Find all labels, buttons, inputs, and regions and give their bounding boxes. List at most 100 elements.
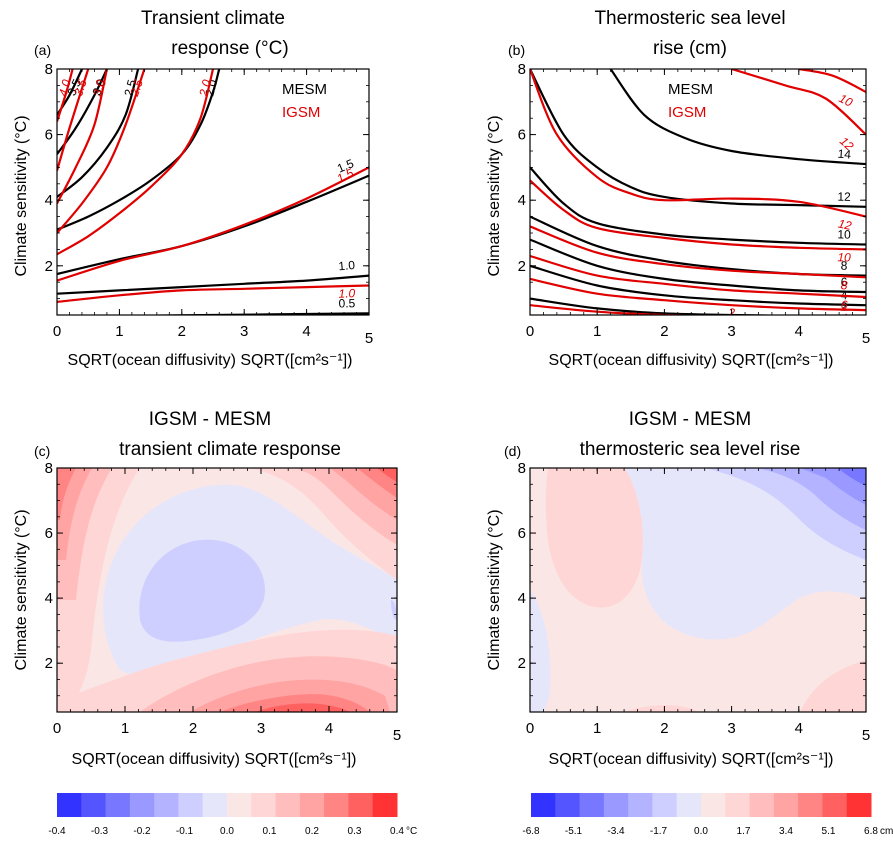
panel-b-ylabel: Climate sensitivity (°C)	[486, 115, 503, 276]
colorbar-d-swatch-9	[749, 793, 775, 817]
colorbar-c-swatch-9	[275, 793, 301, 817]
contour-label-a-igsm-3-4: 3.0	[90, 78, 107, 98]
x-tick-label-d-0: 0	[526, 720, 534, 737]
contour-b-igsm-12-6	[731, 69, 866, 136]
contour-a-mesm-1-1	[57, 274, 369, 295]
colorbar-d-swatch-10	[773, 793, 799, 817]
heatmap-c-band-right-blue	[391, 600, 397, 620]
y-tick-label-a-0: 2	[45, 258, 53, 275]
panel-a-plot-area: 0.51.01.52.02.53.03.51.01.52.02.53.03.54…	[57, 69, 369, 315]
heatmap-d-band-blue-bl	[530, 590, 551, 712]
colorbar-c-tick-5: 0.1	[263, 826, 277, 837]
colorbar-d-swatch-13	[846, 793, 872, 817]
panel-b-title-line1: Thermosteric sea level	[594, 8, 785, 29]
heatmap-d-band-blue-4	[800, 468, 866, 505]
panel-a-title-line2: response (°C)	[171, 38, 288, 59]
colorbar-d-swatch-7	[701, 793, 726, 817]
x-tick-label-a-4: 4	[302, 323, 310, 340]
y-tick-label-c-2: 6	[45, 525, 53, 542]
x-tick-label-a-0: 0	[53, 323, 61, 340]
x-tick-label-b-4: 4	[795, 323, 803, 340]
panel-d: IGSM - MESM thermosteric sea level rise …	[486, 409, 893, 837]
x-tick-label-d-1: 1	[593, 720, 601, 737]
contour-label-b-igsm-10-7: 10	[837, 91, 855, 110]
contour-label-b-igsm-12-5: 12	[837, 216, 853, 233]
contour-a-igsm-3.5-5	[57, 69, 90, 172]
legend-igsm-b: IGSM	[668, 104, 706, 121]
y-tick-label-a-1: 4	[45, 192, 53, 209]
y-tick-label-d-1: 4	[518, 590, 526, 607]
colorbar-c-tick-0: -0.4	[48, 826, 66, 837]
panel-a: Transient climate response (°C) (a) 0.51…	[13, 8, 373, 369]
contour-label-b-igsm-10-4: 10	[837, 250, 851, 264]
contour-b-igsm-4-1	[530, 277, 866, 312]
colorbar-d-swatch-12	[822, 793, 848, 817]
colorbar-c-swatch-7	[227, 793, 252, 817]
x-tick-label-b-1: 1	[593, 323, 601, 340]
panel-b-xlabel: SQRT(ocean diffusivity) SQRT([cm²s⁻¹])	[549, 352, 834, 369]
contour-b-igsm-10-4	[530, 179, 866, 251]
colorbar-d-tick-5: 1.7	[737, 826, 751, 837]
panel-c-frame	[56, 467, 398, 713]
colorbar-d-swatch-6	[676, 793, 702, 817]
contour-a-mesm-0.5-0	[107, 312, 369, 315]
contour-a-mesm-2.5-4	[57, 69, 140, 198]
x-tick-label-a-5: 5	[365, 330, 373, 347]
y-tick-label-d-3: 8	[518, 460, 526, 477]
contour-label-b-mesm-14-6: 14	[837, 147, 852, 162]
heatmap-c-band-blue-2	[139, 539, 265, 642]
colorbar-d-swatch-5	[652, 793, 678, 817]
colorbar-c-swatch-11	[324, 793, 349, 817]
colorbar-c-unit: °C	[406, 826, 417, 837]
colorbar-d-swatch-4	[628, 793, 653, 817]
x-tick-label-c-1: 1	[121, 720, 129, 737]
colorbar-c-swatch-2	[105, 793, 131, 817]
panel-c-ylabel: Climate sensitivity (°C)	[13, 509, 30, 670]
colorbar-d-swatch-2	[579, 793, 605, 817]
colorbar-d-tick-8: 6.8	[864, 826, 878, 837]
heatmap-d-band-blue-5	[838, 468, 866, 486]
colorbar-c-swatch-6	[202, 793, 228, 817]
panel-a-frame	[56, 68, 370, 316]
y-tick-label-b-2: 6	[518, 127, 526, 144]
x-tick-label-b-2: 2	[660, 323, 668, 340]
colorbar-d-swatch-8	[725, 793, 751, 817]
colorbar-c-swatch-10	[299, 793, 325, 817]
x-tick-label-d-4: 4	[795, 720, 803, 737]
contour-label-b-mesm-8-3: 8	[841, 259, 848, 273]
contour-a-igsm-1.5-1	[57, 166, 369, 282]
y-tick-label-d-0: 2	[518, 655, 526, 672]
panel-b-title-line2: rise (cm)	[653, 38, 727, 59]
colorbar-c-tick-4: 0.0	[220, 826, 234, 837]
contour-b-mesm-6-2	[530, 238, 866, 294]
contour-label-b-igsm-8-3: 8	[841, 278, 849, 292]
panel-a-xlabel: SQRT(ocean diffusivity) SQRT([cm²s⁻¹])	[68, 352, 353, 369]
contour-b-igsm-12-5	[530, 69, 866, 218]
x-tick-label-a-3: 3	[240, 323, 248, 340]
panel-b-frame	[529, 68, 867, 316]
y-tick-label-a-2: 6	[45, 127, 53, 144]
colorbar-d-tick-4: 0.0	[694, 826, 708, 837]
heatmap-c-band-bottom-5	[255, 703, 350, 712]
heatmap-d-band-red-ul	[545, 468, 644, 608]
panel-c-heatmap	[57, 468, 397, 712]
panel-c-title-line2: transient climate response	[119, 439, 341, 460]
panel-c-xlabel: SQRT(ocean diffusivity) SQRT([cm²s⁻¹])	[72, 751, 357, 768]
contour-a-igsm-2.5-3	[57, 69, 146, 234]
colorbar-c-tick-1: -0.3	[91, 826, 109, 837]
heatmap-d-band-red-br	[800, 660, 866, 712]
contour-label-a-mesm-1.5-2: 1.5	[335, 156, 356, 176]
contour-label-b-mesm-6-2: 6	[841, 275, 848, 289]
colorbar-c-tick-3: -0.1	[176, 826, 194, 837]
colorbar-c-swatch-13	[372, 793, 398, 817]
panel-a-ylabel: Climate sensitivity (°C)	[13, 115, 30, 276]
colorbar-c-swatch-1	[81, 793, 107, 817]
contour-label-a-mesm-1-1: 1.0	[338, 258, 356, 273]
contour-a-mesm-2-3	[57, 69, 221, 231]
colorbar-c-tick-8: 0.4	[390, 826, 404, 837]
panel-c-title-line1: IGSM - MESM	[149, 409, 271, 430]
contour-label-a-igsm-2-2: 2.0	[196, 78, 214, 99]
colorbar-d-swatch-1	[555, 793, 581, 817]
x-tick-label-c-2: 2	[189, 720, 197, 737]
